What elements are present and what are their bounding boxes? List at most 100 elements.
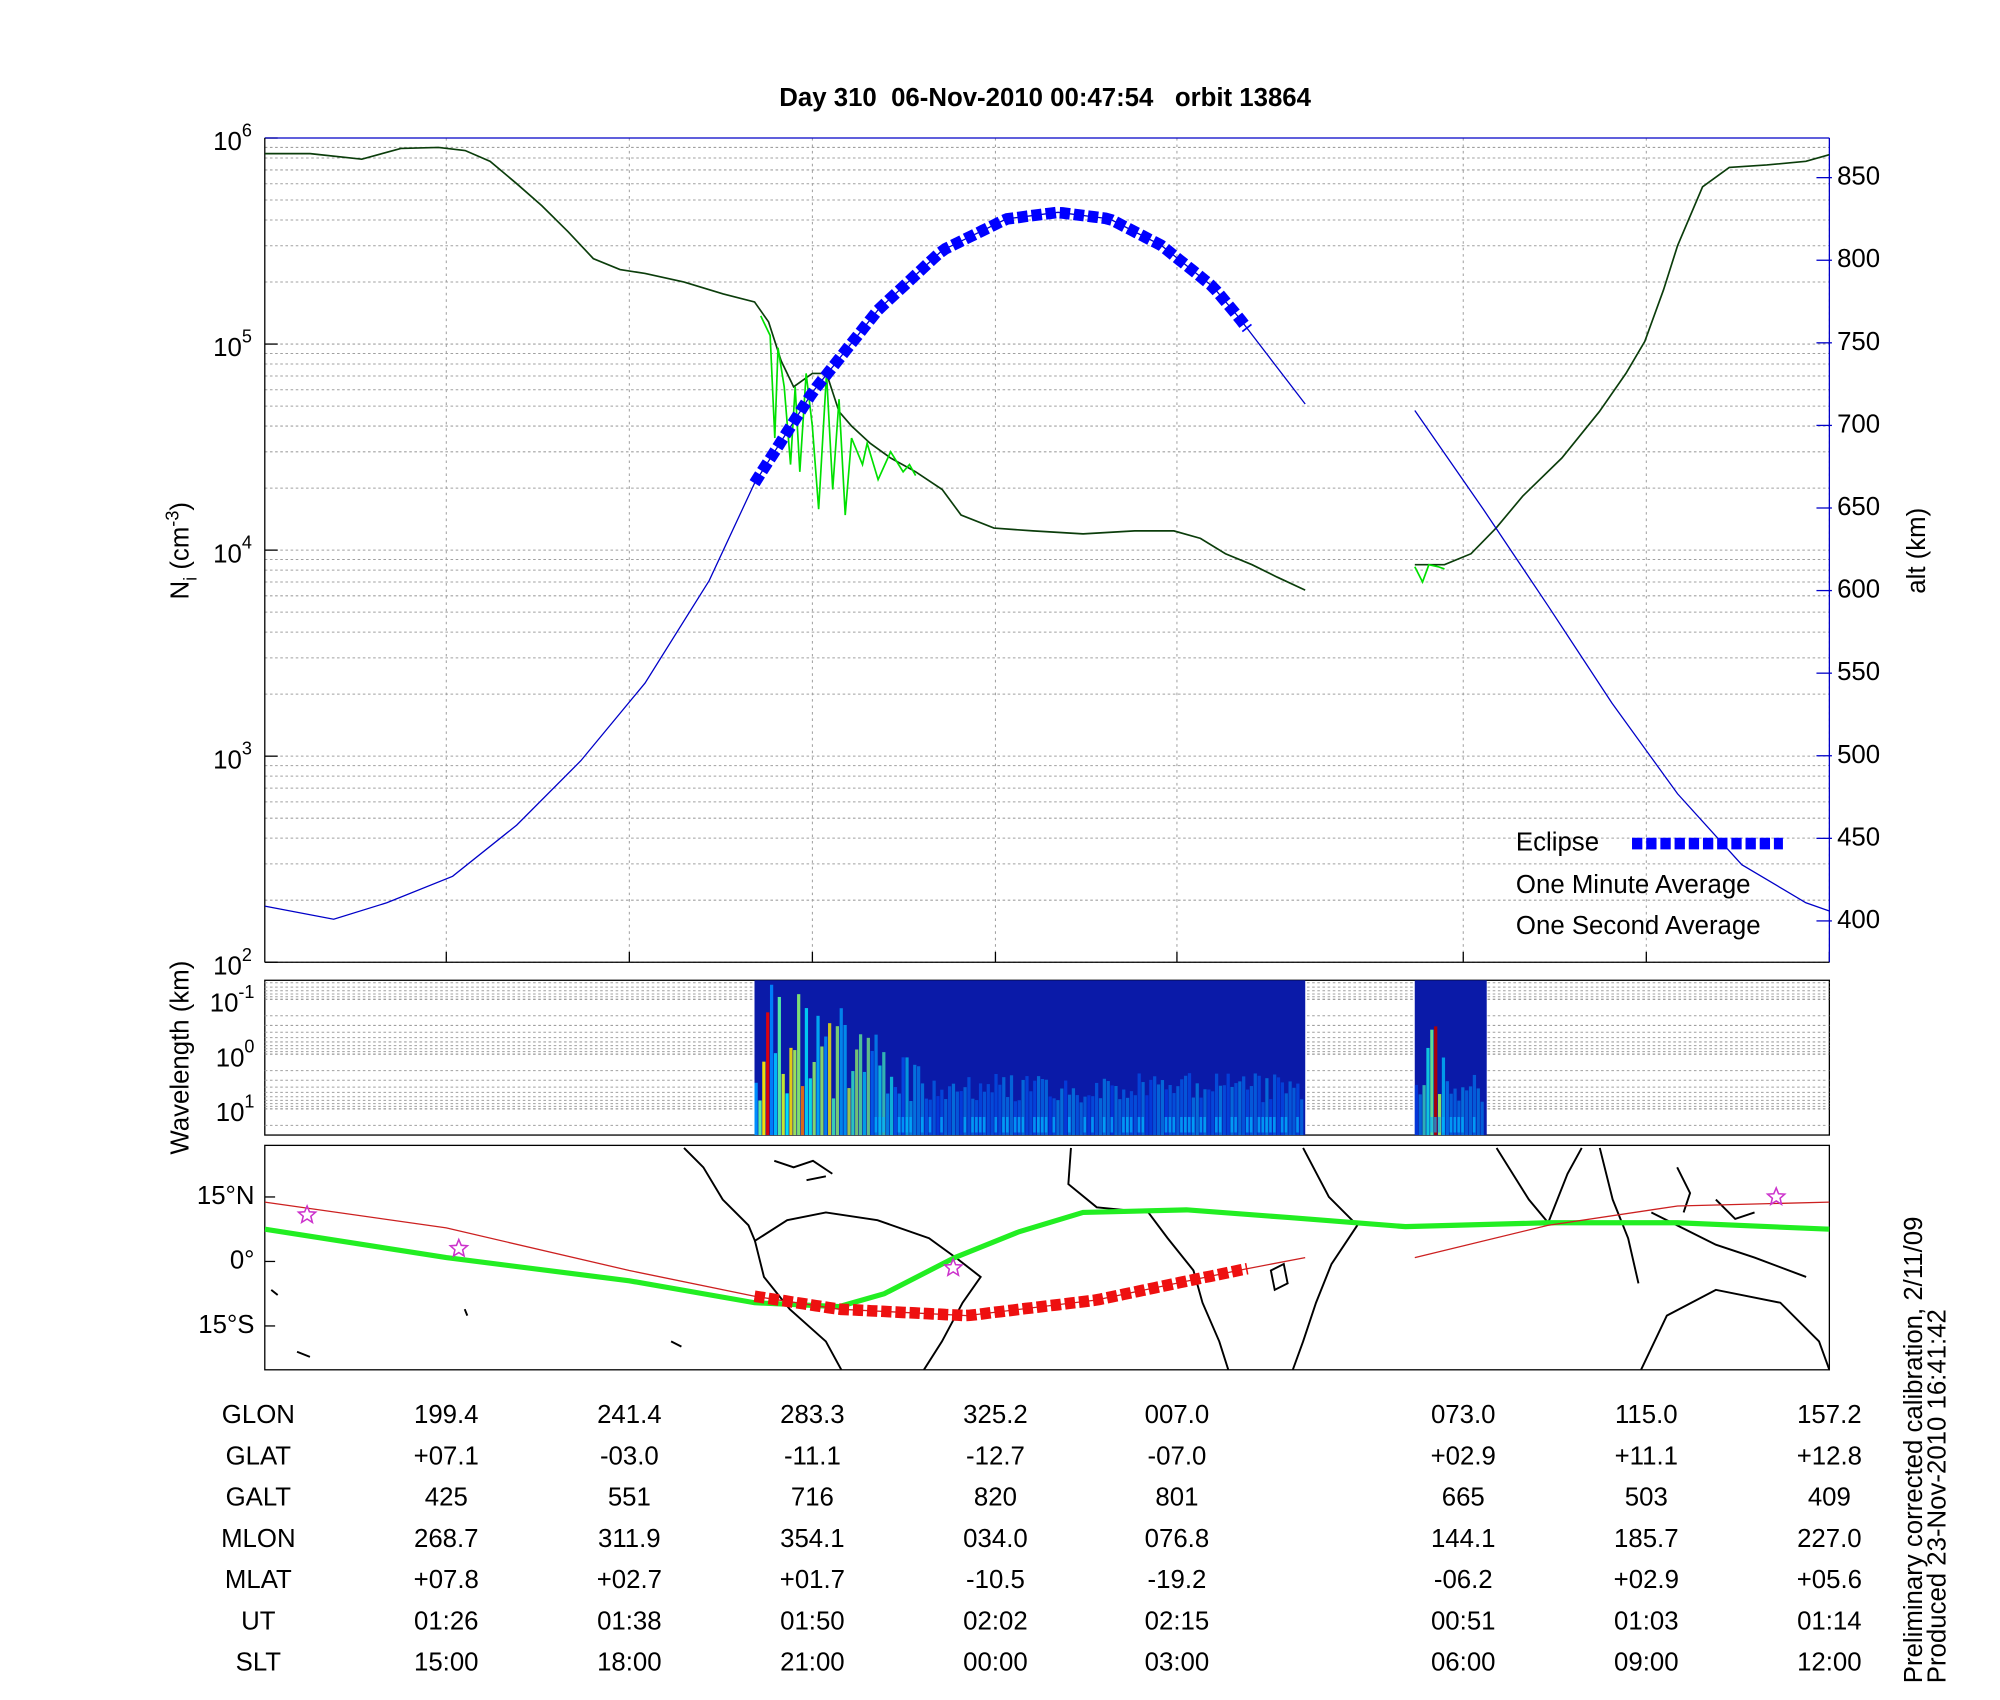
density-line [264,146,1830,591]
spectrogram-texture [858,1034,863,1136]
spectrogram-texture [982,1091,987,1136]
spectrogram-texture [1226,1073,1230,1136]
spectrogram-texture [1156,1084,1161,1136]
spectrogram-texture [1187,1073,1192,1136]
y2-tick-label-base: 450 [1837,823,1880,851]
spectrogram-texture [1449,1093,1453,1136]
altitude-line [264,211,1830,920]
eclipse-track [753,1262,1249,1322]
spectrogram-texture [1168,1116,1172,1133]
spectrogram-texture [828,1023,832,1136]
table-cell: 18:00 [597,1649,662,1677]
spectrogram-texture [1214,1116,1218,1133]
spectrogram-texture [901,1116,905,1133]
spectrogram-texture [1187,1116,1191,1133]
spectrogram-texture [1087,1095,1091,1136]
table-cell: 06:00 [1431,1649,1496,1677]
table-cell: +07.1 [414,1442,479,1470]
spectrogram-texture [1052,1098,1056,1136]
spectrogram-texture [1021,1079,1025,1136]
y-tick-label-exponent: 4 [242,532,252,552]
spectrogram-texture [1242,1076,1246,1136]
spectrogram-texture [1141,1116,1145,1133]
y-tick-label-base: 10 [213,746,242,774]
spectrogram-texture [866,1037,870,1136]
row-label: SLT [236,1649,282,1677]
spectrogram-texture [824,1036,828,1136]
spectrogram-texture [940,1089,944,1136]
table-cell: +02.9 [1614,1566,1679,1594]
y-tick-label: 0° [230,1246,255,1274]
spectrogram-texture [1164,1089,1168,1136]
spectrogram-texture [971,1116,974,1133]
spectrogram-texture [1453,1088,1457,1136]
label-part: N [167,581,195,600]
table-cell: 02:15 [1145,1607,1210,1635]
row-label: GALT [226,1484,292,1512]
y2-tick-label: 850 [1837,162,1880,190]
spectrogram-texture [1199,1116,1203,1133]
y-tick-label: 10-1 [210,982,255,1018]
y-tick-label-base: 10 [216,1044,245,1072]
table-cell: 21:00 [780,1649,845,1677]
table-cell: 03:00 [1145,1649,1210,1677]
spectrogram-texture [812,1062,816,1136]
spectrogram-texture [905,1116,908,1133]
spectrogram-texture [1083,1096,1087,1136]
spectrogram-texture [1145,1095,1149,1136]
spectrogram-texture [1118,1099,1122,1136]
table-cell: 034.0 [963,1525,1028,1553]
label-part: (cm [167,527,195,577]
y-tick-label: 102 [213,945,252,981]
y-tick-label: 106 [213,120,252,156]
y-tick-label-base: 10 [210,989,239,1017]
spectrogram-texture [1292,1087,1296,1136]
spectrogram-texture [1257,1116,1261,1133]
spectrogram-texture [994,1116,997,1133]
spectrogram-texture [843,1024,847,1136]
star-marker [296,1203,318,1225]
spectrogram-texture [917,1066,921,1136]
y2-tick-label: 550 [1837,658,1880,686]
spectrogram-texture [1091,1116,1094,1133]
table-cell: 801 [1155,1484,1198,1512]
table-cell: -11.1 [784,1442,841,1470]
spectrogram-texture [963,1087,967,1136]
table-cell: 268.7 [414,1525,479,1553]
spectrogram-texture [1067,1094,1072,1136]
density-line [759,315,1445,585]
spectrogram-texture [1203,1089,1207,1136]
star-marker [942,1256,964,1277]
spectrogram-texture [1284,1093,1288,1136]
table-cell: 503 [1625,1484,1668,1512]
y2-tick-label: 650 [1837,493,1880,521]
table-cell: 12:00 [1797,1649,1862,1677]
spectrogram-texture [967,1077,971,1136]
spectrogram-texture [1445,1081,1449,1136]
table-cell: +02.9 [1431,1442,1496,1470]
spectrogram-texture [1044,1116,1048,1133]
label-part: ) [167,502,195,511]
spectrogram-texture [1218,1116,1222,1133]
y2-tick-label: 450 [1837,823,1880,851]
spectrogram-texture [1110,1085,1114,1136]
spectrogram-texture [1168,1084,1172,1136]
spectrogram-texture [1114,1086,1118,1136]
y2-tick-label-base: 850 [1837,162,1880,190]
spectrogram-texture [1125,1097,1130,1136]
spectrogram-texture [754,1082,758,1136]
y2-tick-label-base: 600 [1837,575,1880,603]
spectrogram-texture [1029,1091,1033,1136]
star-marker [448,1237,470,1258]
spectrogram-texture [1083,1116,1086,1133]
spectrogram-texture [1164,1116,1168,1133]
table-cell: 354.1 [780,1525,845,1553]
table-cell: -19.2 [1148,1566,1207,1594]
spectrogram-texture [1122,1116,1125,1133]
spectrogram-texture [1137,1073,1141,1136]
magnetic-track [264,1207,1830,1310]
spectrogram-texture [944,1099,948,1136]
y2-tick-label-base: 800 [1837,245,1880,273]
spectrogram-texture [1091,1096,1095,1136]
spectrogram-texture [1149,1079,1153,1136]
